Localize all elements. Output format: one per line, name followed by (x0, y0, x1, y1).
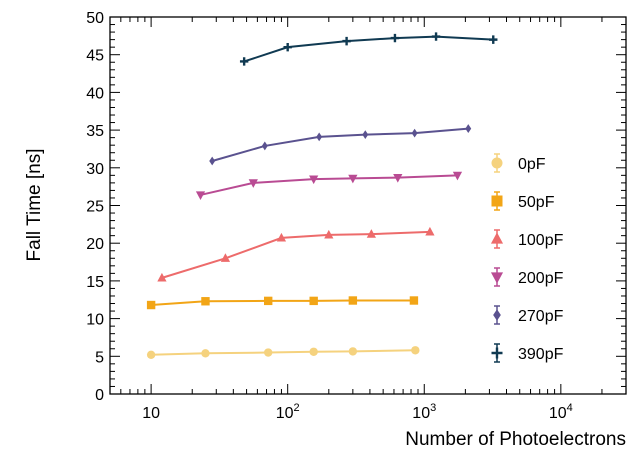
data-point (239, 57, 249, 66)
data-point (264, 348, 273, 357)
data-point (489, 35, 498, 44)
data-point (309, 347, 318, 356)
data-point (348, 296, 358, 305)
x-tick-label: 102 (276, 402, 300, 422)
legend-marker (493, 309, 501, 321)
y-tick-label: 5 (95, 349, 104, 366)
data-point (348, 174, 358, 184)
data-point (411, 128, 418, 138)
data-point (201, 349, 210, 358)
legend-label: 0pF (518, 156, 546, 173)
legend-marker (490, 272, 504, 284)
data-point (348, 347, 358, 356)
series-200pF (195, 171, 463, 200)
data-point (209, 156, 216, 166)
legend: 0pF 50pF 100pF 200pF 270pF 390pF (490, 153, 564, 363)
x-tick-label: 10 (142, 405, 160, 422)
legend-entry: 0pF (491, 153, 546, 173)
legend-marker (490, 232, 504, 244)
legend-label: 270pF (518, 308, 564, 325)
y-tick-label: 15 (86, 274, 104, 291)
data-point (261, 141, 268, 151)
legend-entry: 270pF (493, 305, 564, 325)
series-line (211, 127, 469, 162)
data-point (431, 32, 441, 41)
y-tick-label: 50 (86, 10, 104, 27)
series-270pF (209, 124, 472, 166)
data-point (283, 42, 292, 52)
data-point (309, 175, 319, 185)
data-point (146, 300, 156, 310)
data-point (425, 226, 435, 236)
legend-label: 50pF (518, 194, 555, 211)
x-tick-label: 104 (549, 402, 573, 422)
legend-label: 200pF (518, 270, 564, 287)
x-tick-label: 103 (412, 402, 436, 422)
legend-entry: 390pF (491, 343, 564, 363)
data-point (452, 171, 463, 181)
data-point (465, 124, 472, 134)
series-line (200, 174, 458, 196)
legend-label: 390pF (518, 346, 564, 363)
data-point (309, 296, 318, 306)
legend-marker (491, 347, 503, 359)
series-line (161, 230, 430, 279)
y-tick-label: 35 (86, 123, 104, 140)
series-line (151, 349, 416, 356)
series-0pF (146, 346, 420, 359)
series-50pF (146, 296, 419, 310)
data-point (362, 130, 369, 140)
x-axis-title: Number of Photoelectrons (405, 429, 626, 450)
data-point (324, 229, 334, 239)
y-axis-title: Fall Time [ns] (24, 149, 45, 262)
data-point (195, 191, 206, 200)
legend-entry: 50pF (491, 191, 555, 211)
legend-entry: 200pF (490, 267, 564, 287)
data-point (390, 33, 400, 43)
data-series (146, 32, 498, 359)
y-tick-label: 45 (86, 48, 104, 65)
data-point (264, 296, 273, 306)
data-point (393, 174, 403, 183)
series-line (151, 299, 414, 307)
y-tick-label: 0 (95, 387, 104, 404)
y-tick-label: 25 (86, 199, 104, 216)
data-point (248, 179, 258, 188)
legend-marker (491, 195, 503, 207)
y-tick-label: 20 (86, 236, 104, 253)
data-point (146, 350, 156, 359)
y-tick-label: 10 (86, 312, 104, 329)
series-line (243, 35, 494, 63)
data-point (411, 346, 420, 355)
data-point (201, 297, 210, 306)
data-point (409, 296, 419, 305)
series-100pF (157, 226, 435, 282)
y-tick-label: 30 (86, 161, 104, 178)
legend-label: 100pF (518, 232, 564, 249)
data-point (157, 272, 167, 282)
legend-entry: 100pF (490, 229, 564, 249)
data-point (342, 36, 351, 46)
axis-ticks: 0 5 10 15 20 25 30 35 40 45 50 10 102 103 104 (86, 10, 627, 422)
series-390pF (239, 32, 498, 66)
data-point (220, 253, 231, 262)
y-tick-label: 40 (86, 85, 104, 102)
data-point (316, 132, 323, 142)
data-point (276, 232, 287, 242)
legend-marker (491, 157, 503, 169)
data-point (366, 229, 376, 238)
